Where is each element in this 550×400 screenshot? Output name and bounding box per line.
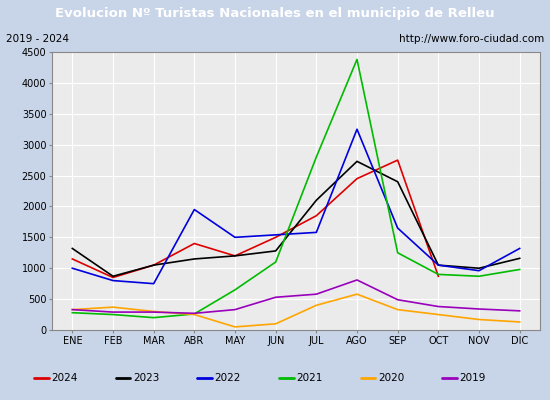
Text: 2019: 2019 (460, 373, 486, 383)
Text: 2021: 2021 (296, 373, 323, 383)
Text: Evolucion Nº Turistas Nacionales en el municipio de Relleu: Evolucion Nº Turistas Nacionales en el m… (55, 8, 495, 20)
Text: 2023: 2023 (133, 373, 160, 383)
Text: http://www.foro-ciudad.com: http://www.foro-ciudad.com (399, 34, 544, 44)
Text: 2024: 2024 (51, 373, 78, 383)
Text: 2019 - 2024: 2019 - 2024 (6, 34, 69, 44)
Text: 2020: 2020 (378, 373, 404, 383)
Text: 2022: 2022 (214, 373, 241, 383)
